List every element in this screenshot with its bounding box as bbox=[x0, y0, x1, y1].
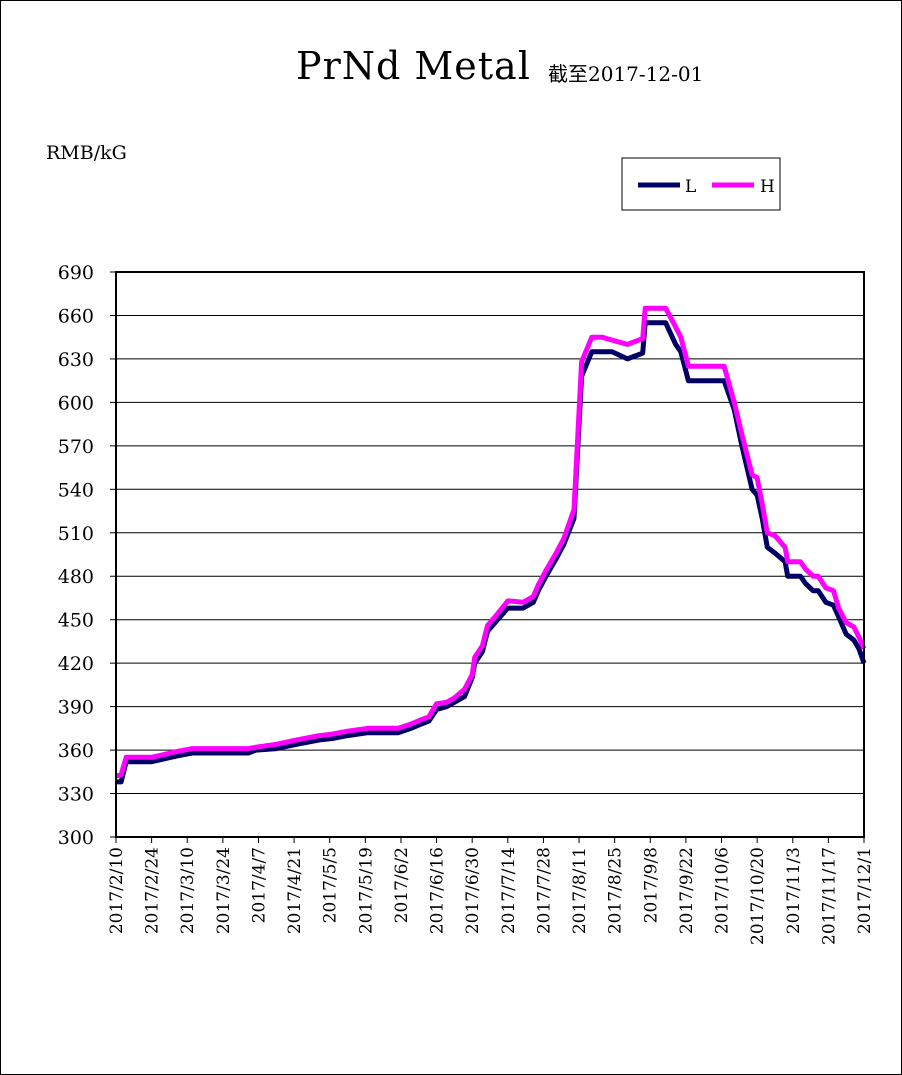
x-tick-label: 2017/10/20 bbox=[748, 847, 768, 945]
plot-area-border bbox=[115, 271, 865, 838]
x-tick-label: 2017/2/10 bbox=[107, 847, 127, 934]
y-tick-label: 450 bbox=[58, 610, 94, 632]
series-line-l bbox=[116, 320, 867, 785]
y-axis-unit-label: RMB/kG bbox=[46, 142, 127, 164]
y-tick-label: 690 bbox=[58, 262, 94, 284]
x-tick-label: 2017/2/24 bbox=[143, 847, 163, 934]
x-tick-label: 2017/12/1 bbox=[855, 847, 875, 934]
x-tick-label: 2017/8/25 bbox=[606, 847, 626, 934]
x-tick-label: 2017/8/11 bbox=[570, 847, 590, 934]
x-tick-label: 2017/9/22 bbox=[677, 847, 697, 934]
chart-title: PrNd Metal bbox=[296, 44, 531, 88]
x-tick-label: 2017/7/14 bbox=[499, 847, 519, 934]
y-tick-label: 300 bbox=[58, 827, 94, 849]
x-tick-label: 2017/5/19 bbox=[356, 847, 376, 934]
x-tick-label: 2017/6/2 bbox=[392, 847, 412, 923]
x-tick-label: 2017/7/28 bbox=[534, 847, 554, 934]
x-tick-label: 2017/11/17 bbox=[819, 847, 839, 945]
y-tick-label: 480 bbox=[58, 566, 94, 588]
y-tick-label: 600 bbox=[58, 392, 94, 414]
gridlines bbox=[116, 314, 864, 795]
chart-subtitle: 截至2017-12-01 bbox=[548, 62, 704, 86]
x-tick-label: 2017/4/7 bbox=[249, 847, 269, 923]
y-tick-label: 630 bbox=[58, 349, 94, 371]
legend-label-h: H bbox=[760, 177, 775, 197]
legend-label-l: L bbox=[685, 177, 696, 197]
x-tick-label: 2017/4/21 bbox=[285, 847, 305, 934]
x-tick-label: 2017/9/8 bbox=[641, 847, 661, 923]
y-tick-label: 390 bbox=[58, 697, 94, 719]
x-tick-label: 2017/11/3 bbox=[784, 847, 804, 934]
y-tick-label: 660 bbox=[58, 305, 94, 327]
x-tick-label: 2017/5/5 bbox=[321, 847, 341, 923]
x-tick-label: 2017/3/10 bbox=[178, 847, 198, 934]
y-axis-ticks: 300 330 360 390 420 450 480 510 540 570 600 630 660 6… bbox=[58, 262, 116, 849]
y-tick-label: 510 bbox=[58, 523, 94, 545]
y-tick-label: 420 bbox=[58, 653, 94, 675]
y-tick-label: 570 bbox=[58, 436, 94, 458]
series-line-h bbox=[115, 305, 867, 779]
x-tick-label: 2017/6/30 bbox=[463, 847, 483, 934]
series-lines bbox=[115, 305, 867, 785]
y-tick-label: 540 bbox=[58, 479, 94, 501]
x-tick-label: 2017/3/24 bbox=[214, 847, 234, 934]
y-tick-label: 360 bbox=[58, 740, 94, 762]
x-axis-ticks: 2017/2/10 2017/2/24 2017/3/10 2017/3/24 2017… bbox=[107, 837, 875, 945]
x-tick-label: 2017/6/16 bbox=[428, 847, 448, 934]
x-tick-label: 2017/10/6 bbox=[713, 847, 733, 934]
y-tick-label: 330 bbox=[58, 784, 94, 806]
